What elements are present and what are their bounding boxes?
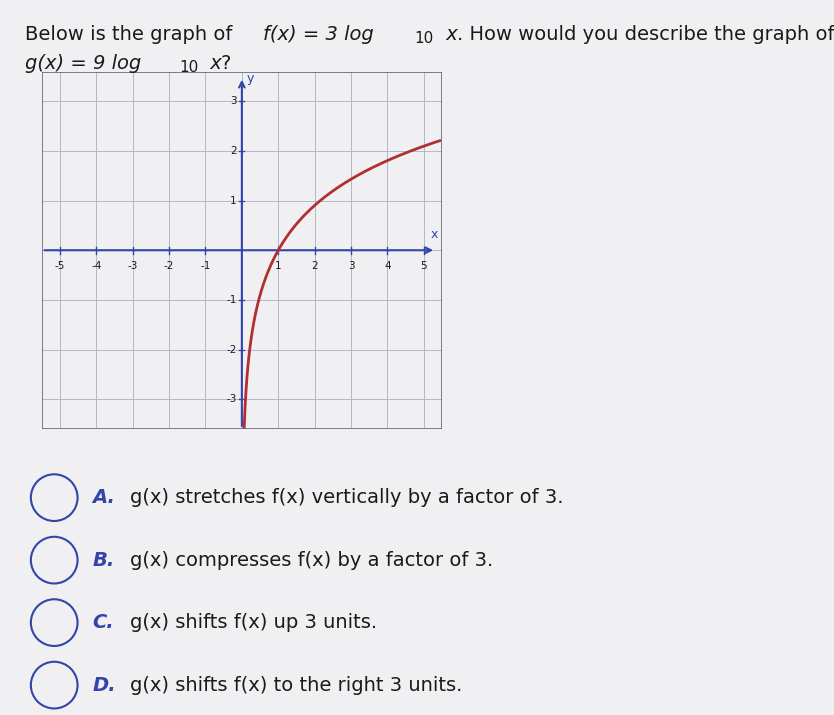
Text: x: x <box>431 228 439 242</box>
Text: -3: -3 <box>128 261 138 271</box>
Text: g(x) shifts f(x) to the right 3 units.: g(x) shifts f(x) to the right 3 units. <box>130 676 463 694</box>
Text: 2: 2 <box>311 261 318 271</box>
Text: x: x <box>204 54 222 73</box>
Text: -2: -2 <box>226 345 236 355</box>
Text: -1: -1 <box>200 261 211 271</box>
Text: Below is the graph of: Below is the graph of <box>25 25 239 44</box>
Text: x: x <box>440 25 457 44</box>
Text: 3: 3 <box>230 97 236 107</box>
Text: g(x) = 9 log: g(x) = 9 log <box>25 54 141 73</box>
Text: 2: 2 <box>230 146 236 156</box>
Text: B.: B. <box>93 551 115 570</box>
Text: A.: A. <box>93 488 115 507</box>
Text: . How would you describe the graph of: . How would you describe the graph of <box>457 25 834 44</box>
Text: 1: 1 <box>230 196 236 206</box>
Text: C.: C. <box>93 613 114 632</box>
Text: -1: -1 <box>226 295 236 305</box>
Text: ?: ? <box>221 54 231 73</box>
Text: y: y <box>246 72 254 86</box>
Text: -3: -3 <box>226 394 236 404</box>
Text: 4: 4 <box>384 261 391 271</box>
Text: g(x) shifts f(x) up 3 units.: g(x) shifts f(x) up 3 units. <box>130 613 377 632</box>
Text: 10: 10 <box>179 60 198 75</box>
Text: 1: 1 <box>275 261 282 271</box>
Text: -2: -2 <box>164 261 174 271</box>
Text: 3: 3 <box>348 261 354 271</box>
Text: 10: 10 <box>414 31 434 46</box>
Text: 5: 5 <box>420 261 427 271</box>
Text: -4: -4 <box>91 261 102 271</box>
Text: g(x) compresses f(x) by a factor of 3.: g(x) compresses f(x) by a factor of 3. <box>130 551 494 570</box>
Text: g(x) stretches f(x) vertically by a factor of 3.: g(x) stretches f(x) vertically by a fact… <box>130 488 564 507</box>
Text: f(x) = 3 log: f(x) = 3 log <box>263 25 374 44</box>
Text: D.: D. <box>93 676 116 694</box>
Text: -5: -5 <box>55 261 65 271</box>
